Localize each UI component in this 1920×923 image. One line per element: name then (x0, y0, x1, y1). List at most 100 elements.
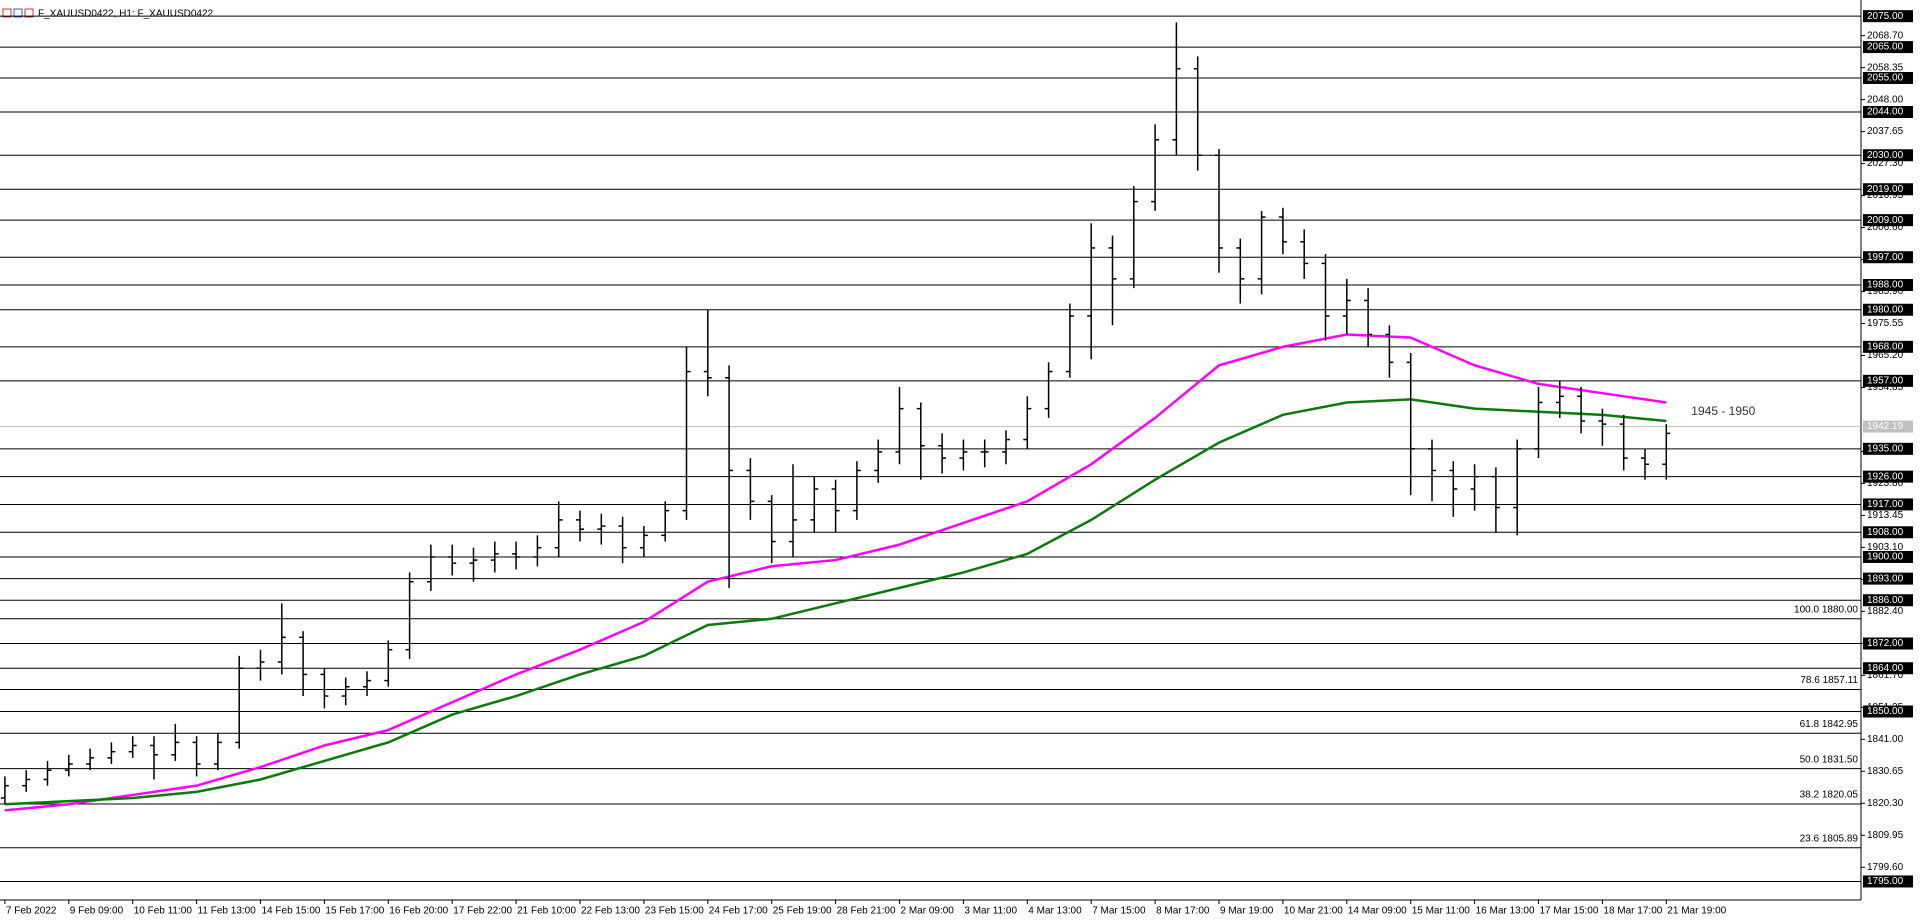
x-tick-label: 14 Mar 09:00 (1348, 906, 1407, 917)
level-label-bg (1863, 637, 1913, 650)
level-label-bg (1863, 662, 1913, 675)
y-tick-label: 1809.95 (1867, 830, 1904, 841)
level-label: 2019.00 (1867, 184, 1904, 195)
level-label-bg (1863, 705, 1913, 718)
y-tick-label: 2068.70 (1867, 30, 1904, 41)
fib-label: 50.0 1831.50 (1800, 754, 1859, 765)
level-label: 2075.00 (1867, 11, 1904, 22)
x-tick-label: 18 Mar 17:00 (1603, 906, 1662, 917)
level-label-bg (1863, 875, 1913, 888)
y-tick-label: 1903.10 (1867, 542, 1904, 553)
x-tick-label: 22 Feb 13:00 (581, 906, 640, 917)
level-label: 1917.00 (1867, 499, 1904, 510)
x-tick-label: 16 Mar 13:00 (1476, 906, 1535, 917)
level-label-bg (1863, 41, 1913, 54)
y-tick-label: 1830.65 (1867, 766, 1904, 777)
level-label-bg (1863, 183, 1913, 196)
level-label-bg (1863, 594, 1913, 607)
x-tick-label: 15 Feb 17:00 (325, 906, 384, 917)
level-label: 1908.00 (1867, 527, 1904, 538)
x-tick-label: 3 Mar 11:00 (964, 906, 1017, 917)
x-tick-label: 4 Mar 13:00 (1028, 906, 1082, 917)
fib-label: 38.2 1820.05 (1800, 790, 1859, 801)
x-tick-label: 8 Mar 17:00 (1156, 906, 1210, 917)
level-label: 1864.00 (1867, 663, 1904, 674)
x-tick-label: 25 Feb 19:00 (773, 906, 832, 917)
x-tick-label: 28 Feb 21:00 (837, 906, 896, 917)
y-tick-label: 1985.90 (1867, 286, 1904, 297)
window-icon (13, 8, 23, 18)
level-label: 1893.00 (1867, 573, 1904, 584)
level-label-bg (1863, 442, 1913, 455)
level-label-bg (1863, 71, 1913, 84)
x-tick-label: 21 Mar 19:00 (1667, 906, 1726, 917)
level-label: 1850.00 (1867, 706, 1904, 717)
level-label-bg (1863, 105, 1913, 118)
x-tick-label: 14 Feb 15:00 (262, 906, 321, 917)
x-tick-label: 21 Feb 10:00 (517, 906, 576, 917)
level-label-bg (1863, 214, 1913, 227)
x-tick-label: 9 Mar 19:00 (1220, 906, 1274, 917)
x-tick-label: 17 Feb 22:00 (453, 906, 512, 917)
x-tick-label: 16 Feb 20:00 (389, 906, 448, 917)
level-label: 2030.00 (1867, 150, 1904, 161)
level-label-bg (1863, 470, 1913, 483)
window-icon (24, 8, 34, 18)
level-label: 1980.00 (1867, 304, 1904, 315)
y-tick-label: 1965.20 (1867, 350, 1904, 361)
x-tick-label: 15 Mar 11:00 (1412, 906, 1471, 917)
level-label-bg (1863, 10, 1913, 23)
y-tick-label: 1820.30 (1867, 798, 1904, 809)
y-tick-label: 1841.00 (1867, 734, 1904, 745)
current-price-label: 1942.19 (1867, 421, 1904, 432)
y-tick-label: 2006.60 (1867, 222, 1904, 233)
level-label-bg (1863, 251, 1913, 264)
level-label-bg (1863, 572, 1913, 585)
x-tick-label: 9 Feb 09:00 (70, 906, 124, 917)
y-tick-label: 1923.80 (1867, 478, 1904, 489)
level-label-bg (1863, 279, 1913, 292)
x-tick-label: 7 Mar 15:00 (1092, 906, 1146, 917)
x-tick-label: 10 Feb 11:00 (134, 906, 193, 917)
level-label-bg (1863, 498, 1913, 511)
level-label: 1957.00 (1867, 375, 1904, 386)
level-label: 1926.00 (1867, 471, 1904, 482)
level-label: 2009.00 (1867, 215, 1904, 226)
level-label: 1997.00 (1867, 252, 1904, 263)
level-label: 2044.00 (1867, 107, 1904, 118)
level-label: 1886.00 (1867, 595, 1904, 606)
level-label: 2055.00 (1867, 73, 1904, 84)
y-tick-label: 2016.95 (1867, 190, 1904, 201)
level-label-bg (1863, 340, 1913, 353)
y-tick-label: 1799.60 (1867, 862, 1904, 873)
level-label-bg (1863, 149, 1913, 162)
annotation: 1945 - 1950 (1691, 404, 1755, 418)
chart-title: F_XAUUSD0422, H1: F_XAUUSD0422 (38, 9, 214, 20)
moving-average (4, 398, 1667, 806)
x-tick-label: 10 Mar 21:00 (1284, 906, 1343, 917)
fib-label: 78.6 1857.11 (1800, 675, 1858, 686)
y-tick-label: 1954.85 (1867, 382, 1904, 393)
y-tick-label: 2027.30 (1867, 158, 1904, 169)
level-label: 1988.00 (1867, 280, 1904, 291)
level-label: 1935.00 (1867, 443, 1904, 454)
x-tick-label: 17 Mar 15:00 (1540, 906, 1599, 917)
level-label: 1872.00 (1867, 638, 1904, 649)
y-tick-label: 1913.45 (1867, 510, 1904, 521)
x-tick-label: 23 Feb 15:00 (645, 906, 704, 917)
fib-label: 100.0 1880.00 (1794, 604, 1858, 615)
y-tick-label: 1975.55 (1867, 318, 1904, 329)
level-label: 1968.00 (1867, 341, 1904, 352)
y-tick-label: 2037.65 (1867, 126, 1904, 137)
fib-label: 61.8 1842.95 (1800, 719, 1859, 730)
x-tick-label: 24 Feb 17:00 (709, 906, 768, 917)
level-label: 1900.00 (1867, 552, 1904, 563)
y-tick-label: 1861.70 (1867, 670, 1904, 681)
window-icon (2, 8, 12, 18)
level-label-bg (1863, 374, 1913, 387)
x-tick-label: 2 Mar 09:00 (901, 906, 955, 917)
y-tick-label: 1882.40 (1867, 606, 1904, 617)
y-tick-label: 2048.00 (1867, 94, 1904, 105)
